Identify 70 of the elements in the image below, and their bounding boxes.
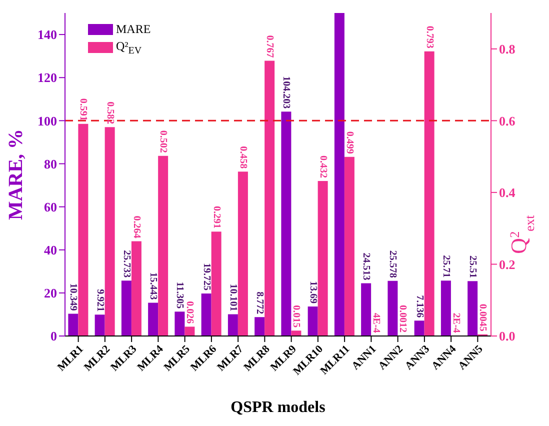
y-tick-label: 0 <box>50 328 57 344</box>
bar <box>264 60 275 336</box>
y-tick-label: 80 <box>44 156 57 172</box>
bar <box>281 112 292 336</box>
data-label: 0.582 <box>104 102 116 124</box>
bar <box>78 124 88 336</box>
bar <box>228 314 238 336</box>
y-axis-title: MARE, % <box>5 128 27 220</box>
bar <box>104 127 115 336</box>
data-label: 0.264 <box>130 216 142 238</box>
bar <box>68 314 78 336</box>
data-label: 7.136 <box>414 295 425 318</box>
data-label: 104.203 <box>280 76 292 109</box>
data-label: 0.499 <box>344 131 355 154</box>
y-tick-label: 140 <box>38 27 57 42</box>
data-label: 0.0045 <box>477 304 488 332</box>
data-label: 0.767 <box>264 35 276 58</box>
bar <box>148 302 158 336</box>
bar <box>238 172 248 336</box>
bar <box>174 312 185 336</box>
bar <box>424 51 434 336</box>
data-label: 13.69 <box>307 281 318 304</box>
y-tick-label: 60 <box>44 199 57 214</box>
y-tick-label: 120 <box>38 70 57 86</box>
bar <box>211 232 222 336</box>
data-label: 0.015 <box>290 305 302 328</box>
bar <box>254 317 265 336</box>
data-label: 0.458 <box>237 146 248 169</box>
y2-tick-label: 0.4 <box>499 185 516 200</box>
legend-label: MARE <box>116 22 151 37</box>
data-label: 4E-4 <box>370 312 382 333</box>
data-label: 25.733 <box>120 250 132 278</box>
bar <box>308 306 318 336</box>
data-label: 11.305 <box>174 282 186 309</box>
data-label: 19.725 <box>200 263 212 291</box>
data-label: 10.101 <box>227 284 238 312</box>
bar <box>414 320 424 336</box>
y-tick-label: 100 <box>38 113 57 128</box>
data-label: 0.026 <box>184 301 196 324</box>
data-label: 0.591 <box>78 98 89 121</box>
y-tick-label: 40 <box>44 242 57 258</box>
data-label: 9.921 <box>94 289 106 312</box>
data-label: 0.291 <box>210 206 222 229</box>
x-axis-title: QSPR models <box>230 399 326 416</box>
data-label: 10.349 <box>68 283 79 311</box>
data-label: 0.793 <box>424 26 435 48</box>
bar <box>158 156 168 336</box>
data-label: 0.432 <box>317 155 328 178</box>
data-label: 25.578 <box>387 250 398 278</box>
data-label: 8.772 <box>254 292 266 314</box>
data-label: 0.0012 <box>397 305 408 333</box>
bar <box>361 283 372 336</box>
bar <box>318 180 328 336</box>
y2-tick-label: 0.8 <box>499 42 516 57</box>
data-label: 25.51 <box>467 256 478 278</box>
data-label: 15.443 <box>148 272 159 300</box>
bar <box>440 280 451 336</box>
bar <box>291 330 302 336</box>
bar <box>388 280 398 336</box>
bar <box>94 314 105 336</box>
data-label: 25.71 <box>440 255 452 278</box>
y-tick-label: 20 <box>44 286 57 301</box>
data-label: 2E-4 <box>450 312 462 333</box>
legend-label: Q²$_{EV}$ <box>116 39 142 56</box>
y2-tick-label: 0.0 <box>499 328 516 344</box>
data-label: 0.502 <box>158 130 169 153</box>
y2-tick-label: 0.6 <box>499 113 516 128</box>
data-label: 24.513 <box>360 252 372 280</box>
y2-tick-label: 0.2 <box>499 256 516 272</box>
bar <box>468 281 478 336</box>
